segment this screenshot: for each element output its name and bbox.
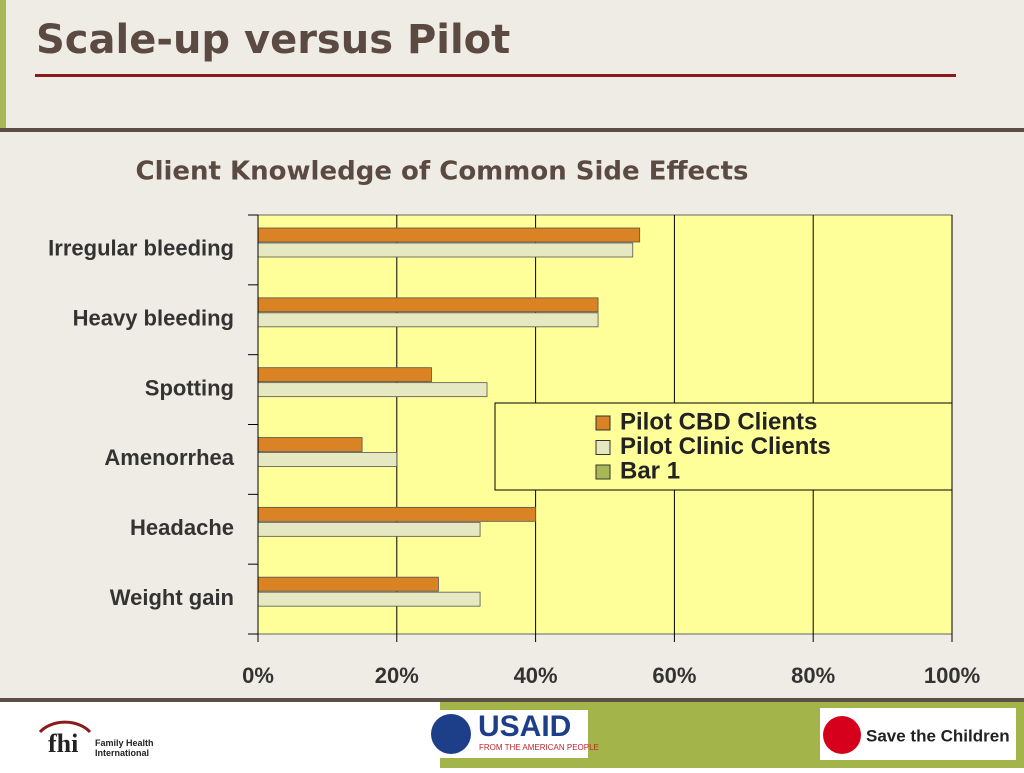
accent-stripe xyxy=(0,0,6,130)
bar xyxy=(257,227,641,243)
legend-label: Bar 1 xyxy=(620,457,680,484)
y-tick-label: Amenorrhea xyxy=(104,445,234,470)
x-tick-label: 100% xyxy=(924,663,980,688)
footer-left xyxy=(0,702,440,768)
fhi-name: Family Health International xyxy=(95,738,154,758)
x-tick-label: 20% xyxy=(375,663,419,688)
bar xyxy=(257,506,537,522)
fhi-arc xyxy=(38,720,92,734)
bar xyxy=(257,521,481,537)
y-tick-label: Weight gain xyxy=(110,585,234,610)
legend-label: Pilot Clinic Clients xyxy=(620,433,831,460)
bar xyxy=(257,576,439,592)
bar xyxy=(257,367,432,383)
legend-swatch xyxy=(595,464,611,480)
y-tick-label: Heavy bleeding xyxy=(73,306,234,331)
title-rule xyxy=(35,74,956,77)
x-tick-label: 60% xyxy=(652,663,696,688)
bar xyxy=(257,591,481,607)
legend-label: Pilot CBD Clients xyxy=(620,408,817,435)
slide-title: Scale-up versus Pilot xyxy=(36,17,510,63)
usaid-logo: USAID xyxy=(478,710,571,743)
stc-logo: Save the Children xyxy=(866,726,1010,745)
y-tick-label: Irregular bleeding xyxy=(48,236,234,261)
legend-swatch xyxy=(595,440,611,455)
header-rule xyxy=(0,128,1024,132)
x-tick-label: 80% xyxy=(791,663,835,688)
y-tick-label: Headache xyxy=(130,515,234,540)
legend-swatch xyxy=(595,415,611,431)
bar xyxy=(257,452,398,467)
bar xyxy=(257,312,599,328)
chart-title: Client Knowledge of Common Side Effects xyxy=(135,157,748,187)
bar xyxy=(257,382,488,398)
footer-rule xyxy=(0,698,1024,702)
fhi-logo: fhi xyxy=(48,729,78,758)
fhi-name-box: Family Health International xyxy=(95,738,154,758)
bar xyxy=(257,297,599,313)
legend xyxy=(494,402,953,491)
x-tick-label: 40% xyxy=(514,663,558,688)
bar xyxy=(257,437,363,452)
x-tick-label: 0% xyxy=(242,663,274,688)
stc-mark xyxy=(823,716,861,754)
usaid-tagline: FROM THE AMERICAN PEOPLE xyxy=(479,743,599,752)
chart: 0% 20% 40% 60% 80% 100% Irregular bleeding Heav… xyxy=(48,214,980,688)
usaid-seal xyxy=(431,714,471,754)
bar xyxy=(257,242,634,258)
y-tick-label: Spotting xyxy=(145,375,234,400)
